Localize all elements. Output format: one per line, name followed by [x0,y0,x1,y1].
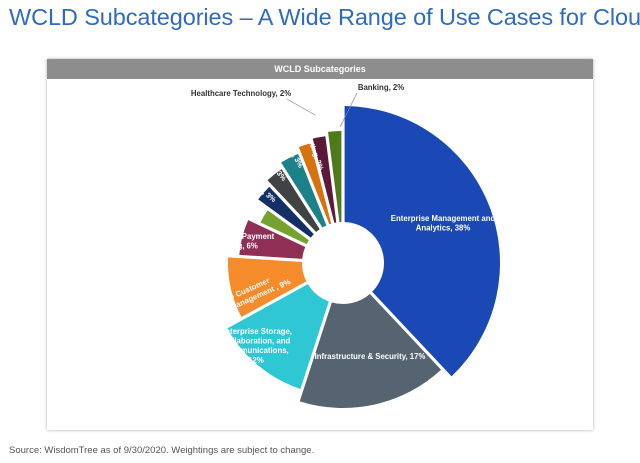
pie-slice [260,210,309,245]
slice-label: Enterprise Storage, Collaboration, and Com… [220,327,292,365]
leader-line [286,98,316,116]
pie-chart: Enterprise Management and Analytics, 38% I… [184,83,500,409]
slice-label: Publishing, 3% [200,189,250,220]
pie-slice [298,143,332,225]
pie-slice [239,220,306,259]
pie-slice [227,284,329,389]
page-title: WCLD Subcategories – A Wide Range of Use… [9,4,640,30]
pie-slice [228,257,307,317]
slice-label: Healthcare Technology, 2% [191,89,291,98]
pie-slice [258,186,314,238]
slice-label: Enterprise Management and Analytics, 38% [391,214,496,233]
pie-slice [267,169,320,233]
leader-line [339,92,358,128]
chart-panel: WCLD Subcategories Enterprise Management… [47,59,593,430]
slice-label: E-Commerce & Payment Processing, 6% [184,232,275,251]
pie-slice [281,153,327,228]
pie-slice [299,293,442,409]
slice-label: Banking, 2% [358,83,404,92]
pie-slice [328,131,342,223]
pie-slice [312,136,337,223]
source-note: Source: WisdomTree as of 9/30/2020. Weig… [9,445,315,456]
slice-label: Infrastructure & Security, 17% [315,352,426,361]
pie-slice [344,106,500,377]
chart-title: WCLD Subcategories [47,59,593,79]
pie-slices [227,106,500,409]
